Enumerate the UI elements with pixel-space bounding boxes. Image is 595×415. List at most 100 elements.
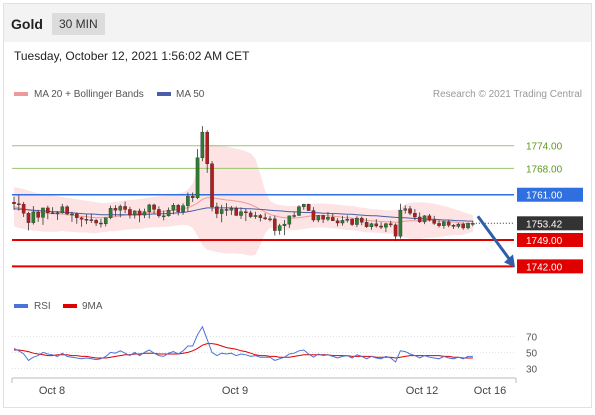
candle-body <box>205 131 210 165</box>
chart-svg: MA 20 + Bollinger Bands MA 50 Research ©… <box>11 89 583 397</box>
candle-49 <box>248 210 253 219</box>
candle-92 <box>456 223 461 229</box>
level-box-1742.00 <box>517 259 583 274</box>
candle-body <box>31 211 36 223</box>
candle-4 <box>31 206 36 225</box>
candle-body <box>74 213 79 218</box>
candle-35 <box>181 203 185 215</box>
candle-28 <box>147 203 152 219</box>
rsi-tick-50: 50 <box>526 348 538 359</box>
candle-47 <box>239 207 243 219</box>
rsi-legend: RSI 9MA <box>14 301 103 312</box>
candle-7 <box>46 205 50 220</box>
bollinger-band-area <box>14 144 473 256</box>
candle-body <box>456 223 461 227</box>
candle-body <box>152 204 156 210</box>
candle-62 <box>311 207 316 222</box>
candle-89 <box>442 220 446 229</box>
ma50-legend-label: MA 50 <box>176 89 205 100</box>
candle-body <box>316 215 321 221</box>
candle-body <box>108 208 113 218</box>
symbol-title: Gold <box>11 16 43 32</box>
candle-91 <box>451 224 456 230</box>
candle-64 <box>321 214 325 224</box>
candle-10 <box>60 203 65 214</box>
candle-body <box>422 215 427 223</box>
rsi-tick-30: 30 <box>526 364 538 375</box>
candle-68 <box>340 215 345 226</box>
level-label-1774.00: 1774.00 <box>526 142 563 153</box>
candle-16 <box>89 213 94 224</box>
candle-72 <box>359 216 364 226</box>
candle-body <box>128 209 132 216</box>
candle-26 <box>137 208 142 223</box>
x-tick-label: Oct 8 <box>39 385 65 397</box>
candle-body <box>437 223 441 226</box>
candle-body <box>176 205 181 212</box>
candle-77 <box>384 223 388 233</box>
candle-57 <box>287 215 292 228</box>
candle-body <box>147 204 152 212</box>
candle-3 <box>26 211 31 231</box>
candle-body <box>79 217 84 220</box>
candle-body <box>132 210 137 216</box>
candle-41 <box>210 161 214 212</box>
price-panel: 1774.00 1768.00 1761.00 1749.00 1742.00 1753.… <box>12 126 583 274</box>
credit-text: Research © 2021 Trading Central <box>433 89 582 100</box>
candle-body <box>99 222 103 225</box>
ma9-line <box>14 343 473 359</box>
candle-67 <box>335 218 340 227</box>
candle-66 <box>330 213 335 222</box>
candle-body <box>466 223 470 229</box>
candle-body <box>190 196 195 198</box>
candle-body <box>41 207 45 218</box>
candle-33 <box>171 203 176 215</box>
candle-body <box>137 210 142 216</box>
forecast-arrow-line <box>476 215 513 263</box>
candle-24 <box>128 206 132 219</box>
candle-body <box>369 223 374 227</box>
candle-48 <box>244 208 248 222</box>
rsi-legend-label: RSI <box>34 301 51 312</box>
candle-body <box>292 215 296 217</box>
candle-body <box>388 223 393 226</box>
candle-50 <box>253 211 258 219</box>
candle-15 <box>84 214 89 225</box>
candle-body <box>113 208 118 211</box>
candle-body <box>461 223 465 229</box>
forecast-arrow-head <box>504 254 515 268</box>
candle-body <box>384 223 388 228</box>
candle-63 <box>316 215 321 223</box>
candle-body <box>244 211 248 214</box>
candle-34 <box>176 203 181 216</box>
level-label-1768.00: 1768.00 <box>526 164 563 175</box>
candle-body <box>229 208 234 211</box>
candle-body <box>297 206 301 216</box>
candle-body <box>89 219 94 221</box>
candle-32 <box>166 207 171 217</box>
candle-body <box>451 225 456 227</box>
candle-body <box>50 212 55 215</box>
candle-69 <box>345 215 350 223</box>
candle-65 <box>326 212 330 222</box>
interval-button[interactable]: 30 MIN <box>52 13 105 35</box>
price-legend: MA 20 + Bollinger Bands MA 50 Research ©… <box>14 89 582 100</box>
candle-body <box>350 219 354 225</box>
level-box-1749.00 <box>517 232 583 247</box>
candle-95 <box>471 220 475 227</box>
candle-body <box>55 212 60 215</box>
candle-body <box>142 211 147 216</box>
candle-body <box>268 218 272 221</box>
candle-45 <box>229 206 234 216</box>
candle-body <box>277 225 282 231</box>
ma50-line <box>13 207 473 222</box>
candle-81 <box>403 205 408 214</box>
candle-60 <box>302 203 306 210</box>
candle-body <box>364 222 369 227</box>
candle-body <box>282 223 287 226</box>
ma20-line <box>13 197 473 224</box>
candle-body <box>219 209 224 214</box>
candle-body <box>70 213 74 216</box>
candle-body <box>374 223 379 227</box>
candle-9 <box>55 210 60 220</box>
